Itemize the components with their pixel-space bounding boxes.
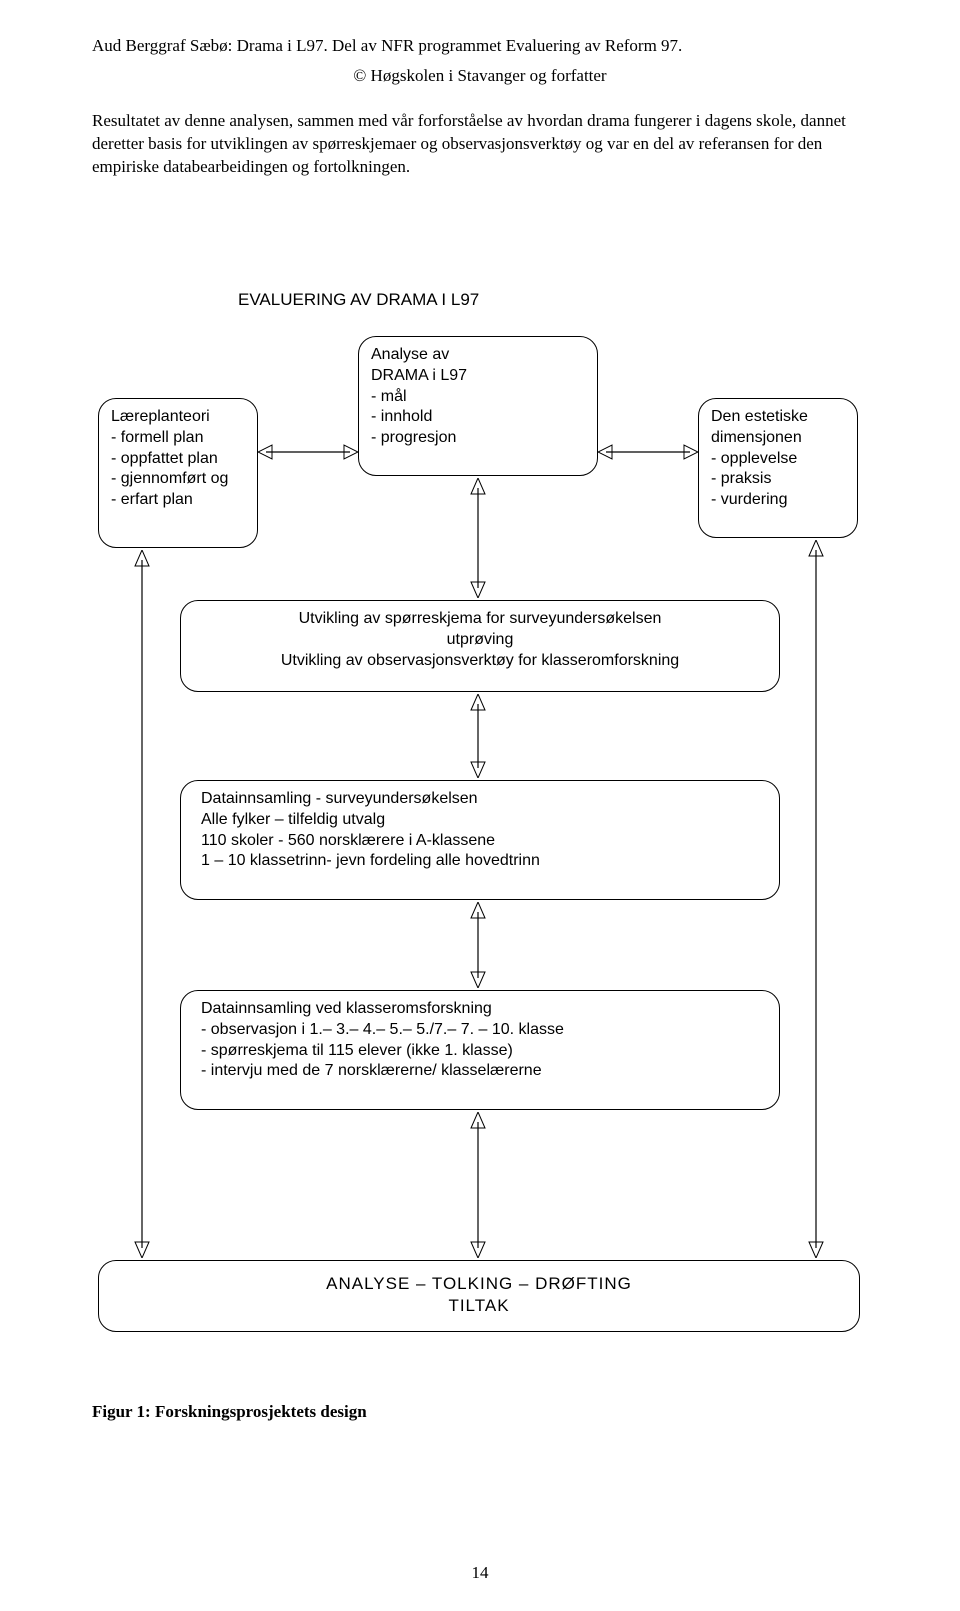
flow-diagram: EVALUERING AV DRAMA I L97 Analyse av DRA…: [98, 290, 862, 1360]
box-line: Alle fylker – tilfeldig utvalg: [201, 810, 767, 831]
double-arrow-icon: [130, 550, 131, 1258]
box-line: - innhold: [371, 407, 585, 428]
box-line: - formell plan: [111, 428, 245, 449]
box-aesthetic-dimension: Den estetiske dimensjonen - opplevelse -…: [698, 398, 858, 538]
box-survey-data: Datainnsamling - surveyundersøkelsen All…: [180, 780, 780, 900]
box-line: Datainnsamling ved klasseromsforskning: [201, 999, 767, 1020]
box-line: Analyse av: [371, 345, 585, 366]
box-line: - progresjon: [371, 428, 585, 449]
running-header-1: Aud Berggraf Sæbø: Drama i L97. Del av N…: [92, 36, 868, 56]
figure-caption: Figur 1: Forskningsprosjektets design: [92, 1402, 367, 1422]
double-arrow-icon: [466, 478, 467, 598]
box-line: Læreplanteori: [111, 407, 245, 428]
box-line: Datainnsamling - surveyundersøkelsen: [201, 789, 767, 810]
double-arrow-icon: [466, 1112, 467, 1258]
box-classroom-research: Datainnsamling ved klasseromsforskning -…: [180, 990, 780, 1110]
box-drama-analysis: Analyse av DRAMA i L97 - mål - innhold -…: [358, 336, 598, 476]
box-line: 110 skoler - 560 norsklærere i A-klassen…: [201, 831, 767, 852]
box-line: - gjennomført og: [111, 469, 245, 490]
box-line: utprøving: [193, 630, 767, 651]
box-line: - oppfattet plan: [111, 449, 245, 470]
double-arrow-icon: [466, 694, 467, 778]
diagram-title: EVALUERING AV DRAMA I L97: [238, 290, 479, 310]
box-curriculum-theory: Læreplanteori - formell plan - oppfattet…: [98, 398, 258, 548]
box-line: dimensjonen: [711, 428, 845, 449]
box-line: - vurdering: [711, 490, 845, 511]
page-number: 14: [0, 1563, 960, 1583]
box-line: - erfart plan: [111, 490, 245, 511]
box-line: - mål: [371, 387, 585, 408]
box-line: Den estetiske: [711, 407, 845, 428]
box-line: - praksis: [711, 469, 845, 490]
box-line: 1 – 10 klassetrinn- jevn fordeling alle …: [201, 851, 767, 872]
double-arrow-icon: [258, 440, 358, 441]
box-line: - intervju med de 7 norsklærerne/ klasse…: [201, 1061, 767, 1082]
box-line: DRAMA i L97: [371, 366, 585, 387]
box-line: Utvikling av observasjonsverktøy for kla…: [193, 651, 767, 672]
double-arrow-icon: [466, 902, 467, 988]
box-line: - observasjon i 1.– 3.– 4.– 5.– 5./7.– 7…: [201, 1020, 767, 1041]
running-header-2: © Høgskolen i Stavanger og forfatter: [92, 66, 868, 86]
double-arrow-icon: [598, 440, 698, 441]
box-line: - spørreskjema til 115 elever (ikke 1. k…: [201, 1041, 767, 1062]
box-line: - opplevelse: [711, 449, 845, 470]
box-line: ANALYSE – TOLKING – DRØFTING: [111, 1273, 847, 1295]
body-paragraph: Resultatet av denne analysen, sammen med…: [92, 110, 868, 179]
box-line: Utvikling av spørreskjema for surveyunde…: [193, 609, 767, 630]
box-line: TILTAK: [111, 1295, 847, 1317]
box-development: Utvikling av spørreskjema for surveyunde…: [180, 600, 780, 692]
double-arrow-icon: [804, 540, 805, 1258]
box-analysis-final: ANALYSE – TOLKING – DRØFTING TILTAK: [98, 1260, 860, 1332]
